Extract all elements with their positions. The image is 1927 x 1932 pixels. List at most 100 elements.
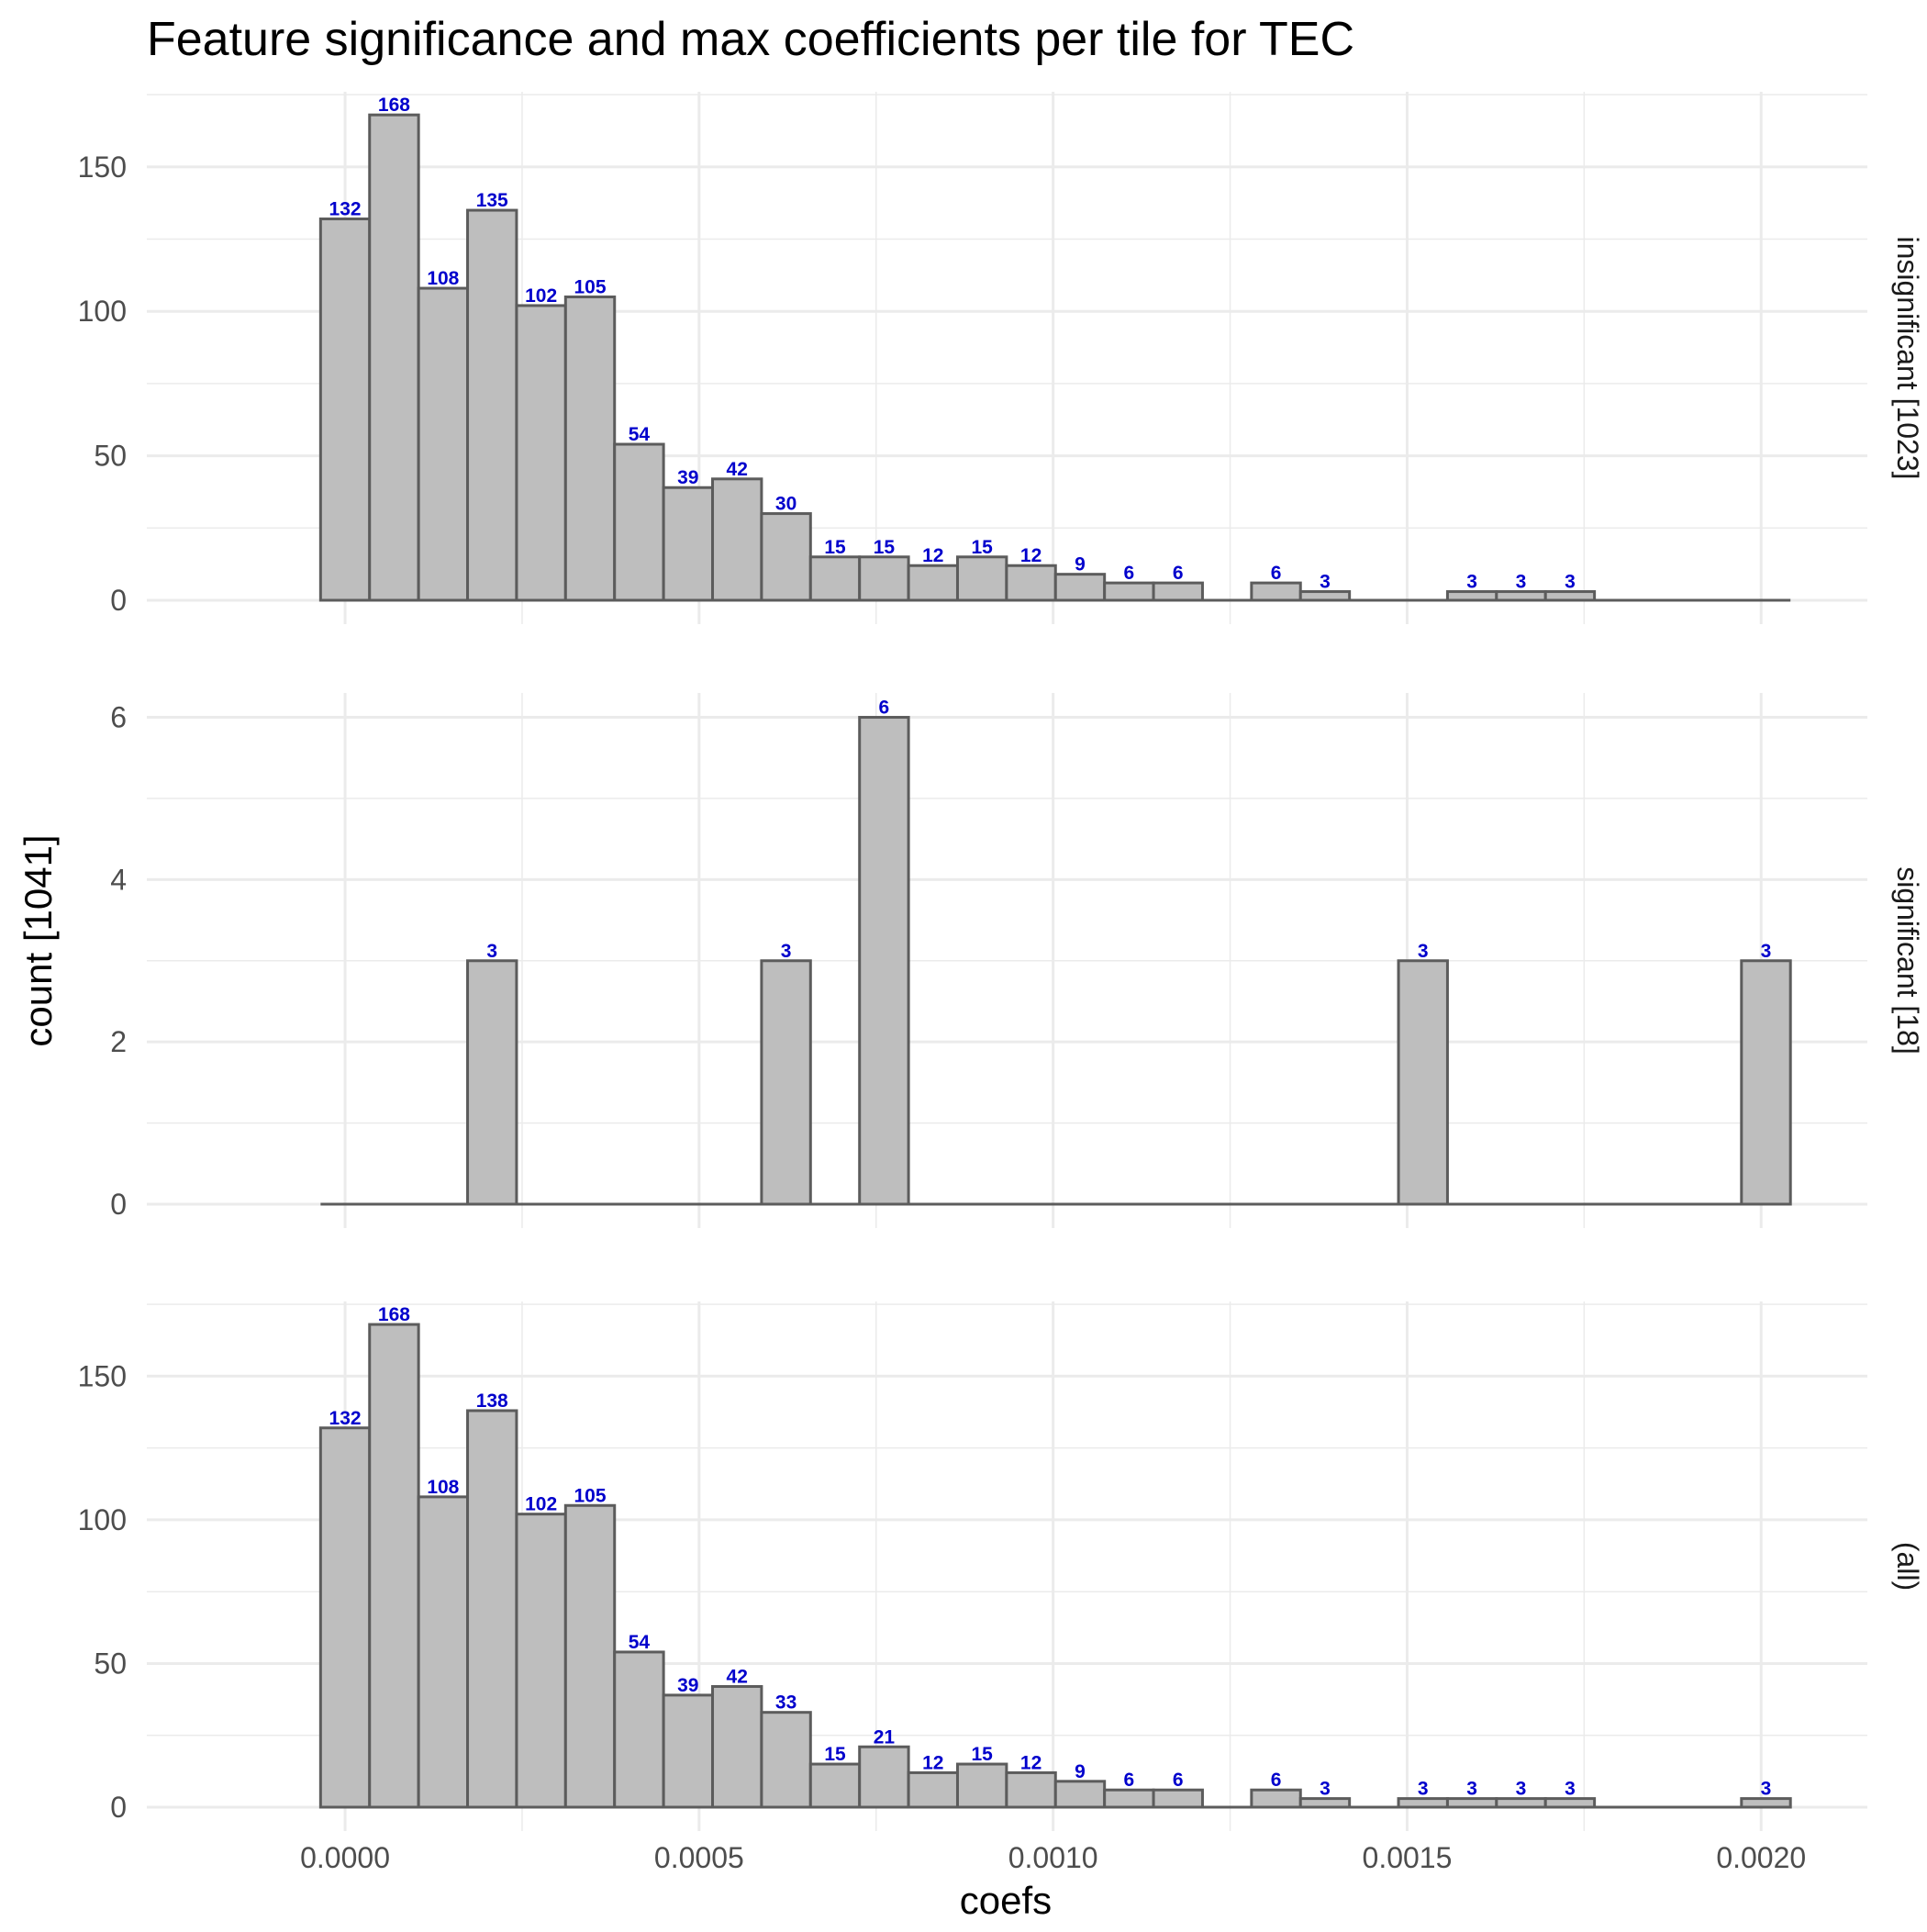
bar-count-label: 135 [476,190,508,211]
histogram-bar [1445,590,1498,602]
histogram-bar [760,512,812,602]
histogram-bar [808,555,862,602]
bar-count-label: 42 [727,459,748,480]
bar-count-label: 3 [1418,941,1429,962]
bar-count-label: 6 [1173,1770,1184,1791]
bar-count-label: 39 [677,467,698,488]
histogram-bar [711,1685,763,1809]
histogram-bar [515,304,567,602]
y-tick-label: 4 [110,863,127,896]
bar-count-label: 12 [1020,1752,1041,1773]
bar-count-label: 12 [922,545,943,566]
bar-count-label: 6 [1173,563,1184,584]
histogram-bar [1740,1797,1792,1809]
y-tick-label: 6 [110,701,127,734]
y-tick-label: 50 [94,1647,127,1680]
histogram-bar [711,477,763,602]
bar-count-label: 3 [1418,1779,1429,1800]
bar-count-label: 168 [378,1304,410,1325]
histogram-bar [466,959,518,1206]
x-tick-label: 0.0000 [300,1841,390,1874]
y-tick-label: 100 [78,295,127,328]
histogram-bar [858,716,910,1206]
bar-count-label: 3 [1320,1779,1331,1800]
bar-count-label: 21 [874,1726,896,1748]
histogram-bar [417,1495,470,1809]
facet-strip-label: significant [18] [1891,866,1924,1055]
x-axis-title: coefs [960,1879,1052,1922]
histogram-bar [955,1762,1008,1809]
bar-count-label: 3 [1565,572,1576,593]
histogram-bar [368,1323,420,1809]
histogram-bar [1298,1797,1352,1809]
facet-strip-label: insignificant [1023] [1891,236,1924,479]
bar-count-label: 3 [1565,1779,1576,1800]
bar-count-label: 6 [1124,563,1135,584]
histogram-bar [1397,1797,1449,1809]
bar-count-label: 132 [329,1408,362,1429]
histogram-bar [1053,1780,1107,1809]
histogram-bar [1152,581,1204,602]
histogram-bar [515,1513,567,1809]
histogram-bar [466,208,518,602]
histogram-bar [808,1762,862,1809]
histogram-bar [1103,581,1155,602]
bar-count-label: 30 [775,494,796,515]
histogram-bar [1152,1788,1204,1809]
x-tick-label: 0.0010 [1008,1841,1098,1874]
x-tick-label: 0.0015 [1363,1841,1453,1874]
x-tick-label: 0.0020 [1716,1841,1806,1874]
bar-count-label: 102 [525,285,557,307]
bar-count-label: 3 [1761,941,1772,962]
histogram-bar [1445,1797,1498,1809]
bar-count-label: 15 [874,537,896,558]
bar-count-label: 12 [1020,545,1041,566]
histogram-bar [1495,590,1547,602]
histogram-bar [563,295,617,602]
x-axis: 0.0000 0.0005 0.0010 0.0015 0.0020 [300,1841,1806,1874]
histogram-bar [1250,1788,1302,1809]
histogram-bar [1005,564,1057,602]
histogram-bar [1397,959,1449,1206]
histogram-bar [1543,590,1597,602]
bar-count-label: 9 [1075,1761,1086,1782]
bar-count-label: 6 [1124,1770,1135,1791]
histogram-bar [1005,1770,1057,1809]
y-tick-label: 50 [94,440,127,473]
bar-count-label: 39 [677,1675,698,1696]
histogram-bar [760,1711,812,1809]
histogram-bar [858,1745,910,1809]
y-tick-label: 0 [110,1791,127,1824]
histogram-bar [955,555,1008,602]
histogram-bar [1250,581,1302,602]
histogram-bar [858,555,910,602]
histogram-bar [318,1426,372,1809]
bar-count-label: 132 [329,199,362,220]
bar-count-label: 168 [378,95,410,116]
histogram-bar [1543,1797,1597,1809]
histogram-bar [1053,573,1107,602]
y-tick-label: 150 [78,1359,127,1392]
bar-count-label: 108 [427,1477,459,1498]
bar-count-label: 3 [1516,572,1527,593]
histogram-bar [1495,1797,1547,1809]
histogram-bar [662,1693,715,1809]
bar-count-label: 15 [972,537,994,558]
histogram-bar [417,286,470,602]
bar-count-label: 105 [574,1485,607,1506]
histogram-bar [613,442,665,602]
bar-count-label: 105 [574,276,607,297]
bar-count-label: 3 [486,941,497,962]
bar-count-label: 15 [972,1744,994,1765]
y-tick-label: 2 [110,1025,127,1058]
bar-count-label: 3 [781,941,792,962]
histogram-bar [662,486,715,602]
bar-count-label: 15 [824,537,846,558]
histogram-bar [1298,590,1352,602]
bar-count-label: 6 [1271,563,1282,584]
histogram-bar [1103,1788,1155,1809]
